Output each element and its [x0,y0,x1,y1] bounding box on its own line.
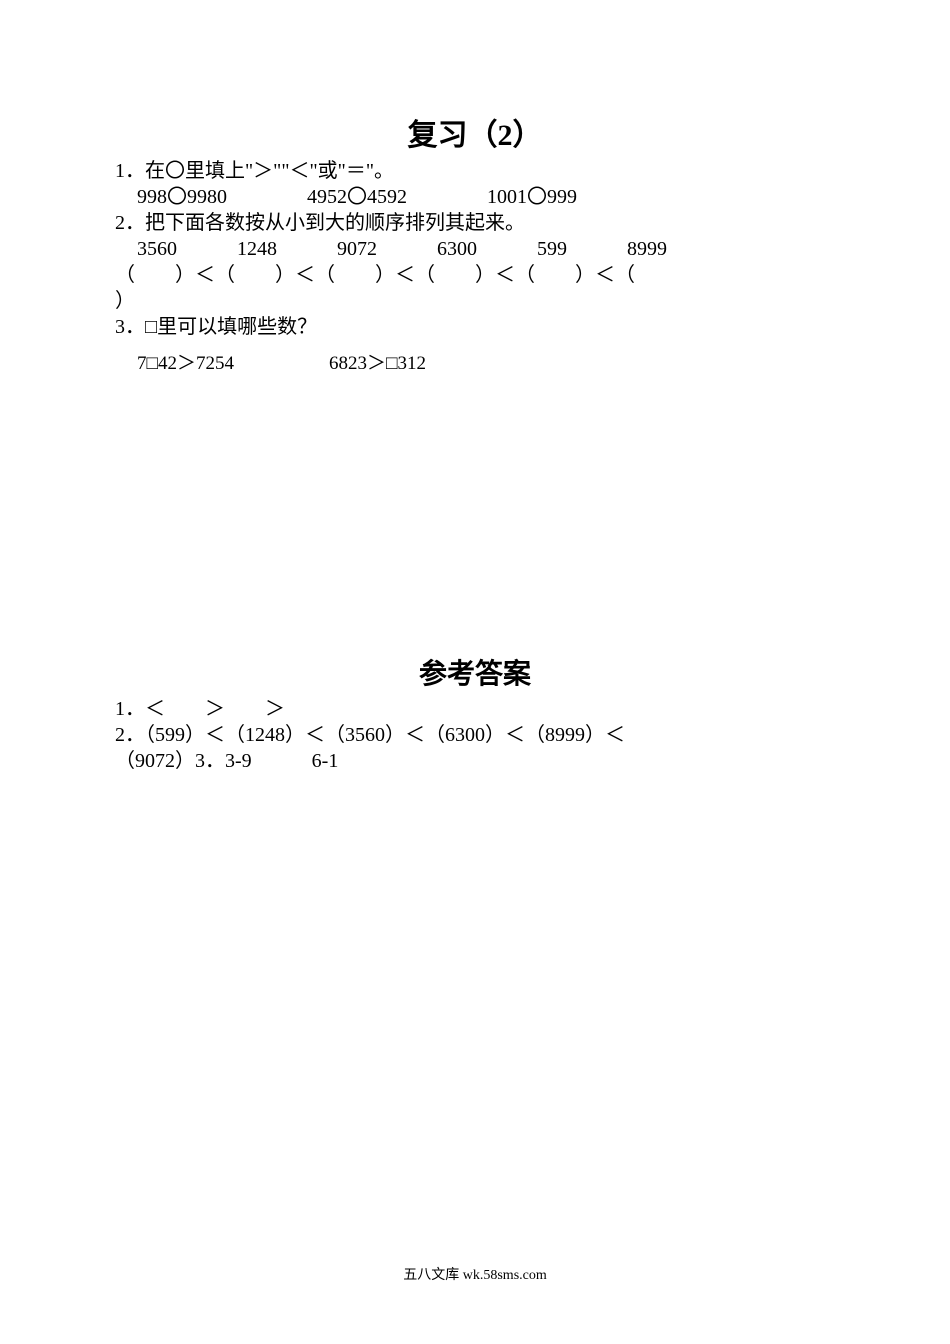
q1-items-text: 998〇9980 4952〇4592 1001〇999 [137,186,577,208]
q3-expressions: 7□42＞7254 6823＞□312 [115,352,835,377]
page-title: 复习（2） [115,110,835,154]
question-3: 3．□里可以填哪些数？ 7□42＞7254 6823＞□312 [115,314,835,377]
worksheet-page: 复习（2） 1．在〇里填上"＞""＜"或"＝"。 998〇9980 4952〇4… [0,0,950,1344]
answers-title: 参考答案 [115,652,835,692]
question-1: 1．在〇里填上"＞""＜"或"＝"。 998〇9980 4952〇4592 10… [115,158,835,210]
q1-prompt: 1．在〇里填上"＞""＜"或"＝"。 [115,158,835,184]
q3-expr-text: 7□42＞7254 6823＞□312 [137,353,426,374]
q2-blanks-bot: ） [115,288,835,314]
answer-1: 1．＜ ＞ ＞ [115,696,835,722]
page-footer: 五八文库 wk.58sms.com [115,1264,835,1284]
q3-prompt: 3．□里可以填哪些数？ [115,314,835,340]
q1-items: 998〇9980 4952〇4592 1001〇999 [115,184,835,210]
q2-numbers: 3560 1248 9072 6300 599 8999 [115,236,835,262]
answers-block: 1．＜ ＞ ＞ 2．（599）＜（1248）＜（3560）＜（6300）＜（89… [115,696,835,774]
question-2: 2．把下面各数按从小到大的顺序排列其起来。 3560 1248 9072 630… [115,210,835,314]
answer-2-bot: （9072）3．3-9 6-1 [115,748,835,774]
q2-blanks-top: （ ）＜（ ）＜（ ）＜（ ）＜（ ）＜（ [115,262,835,288]
answer-2-top: 2．（599）＜（1248）＜（3560）＜（6300）＜（8999）＜ [115,722,835,748]
q2-prompt: 2．把下面各数按从小到大的顺序排列其起来。 [115,210,835,236]
